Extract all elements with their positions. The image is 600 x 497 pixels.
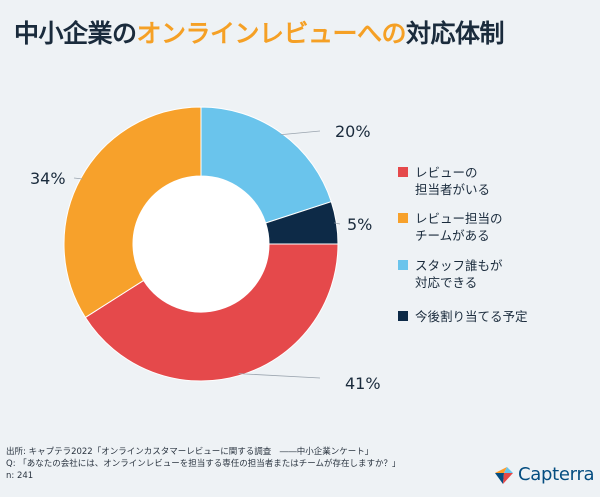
question-note: Q: 「あなたの会社には、オンラインレビューを担当する専任の担当者またはチームが… <box>6 459 401 469</box>
legend-label: レビュー担当の チームがある <box>415 211 503 243</box>
data-label-1: 5% <box>347 215 372 234</box>
legend-swatch <box>398 311 408 321</box>
title-part1: 中小企業の <box>14 19 137 48</box>
data-label-0: 20% <box>335 122 371 141</box>
footer-notes: 出所: キャプテラ2022「オンラインカスタマーレビューに関する調査 ――中小企… <box>6 446 401 482</box>
legend-label: レビューの 担当者がいる <box>415 165 491 197</box>
data-label-2: 41% <box>345 374 381 393</box>
legend-item-3: 今後割り当てる予定 <box>398 308 568 325</box>
leader-line-2 <box>238 373 321 379</box>
title-part2: 対応体制 <box>406 19 505 48</box>
source-note: 出所: キャプテラ2022「オンラインカスタマーレビューに関する調査 ――中小企… <box>6 447 374 457</box>
leader-line-3 <box>73 177 83 180</box>
legend-swatch <box>398 167 408 177</box>
legend-item-0: レビューの 担当者がいる <box>398 164 568 198</box>
leader-line-0 <box>280 130 321 136</box>
data-label-3: 34% <box>30 169 66 188</box>
capterra-logo-icon <box>495 466 513 484</box>
legend-label: 今後割り当てる予定 <box>415 309 528 324</box>
leader-line-1 <box>334 222 341 225</box>
legend-item-1: レビュー担当の チームがある <box>398 210 568 244</box>
legend-label: スタッフ誰もが 対応できる <box>415 258 503 290</box>
legend-item-2: スタッフ誰もが 対応できる <box>398 257 568 291</box>
title-highlight: オンラインレビューへの <box>136 19 407 48</box>
capterra-logo-text: Capterra <box>518 464 595 485</box>
legend-swatch <box>398 213 408 223</box>
chart-title: 中小企業のオンラインレビューへの対応体制 <box>14 14 505 50</box>
legend-swatch <box>398 260 408 270</box>
donut-hole <box>133 176 269 312</box>
sample-size: n: 241 <box>6 471 34 481</box>
capterra-logo: Capterra <box>494 464 595 485</box>
